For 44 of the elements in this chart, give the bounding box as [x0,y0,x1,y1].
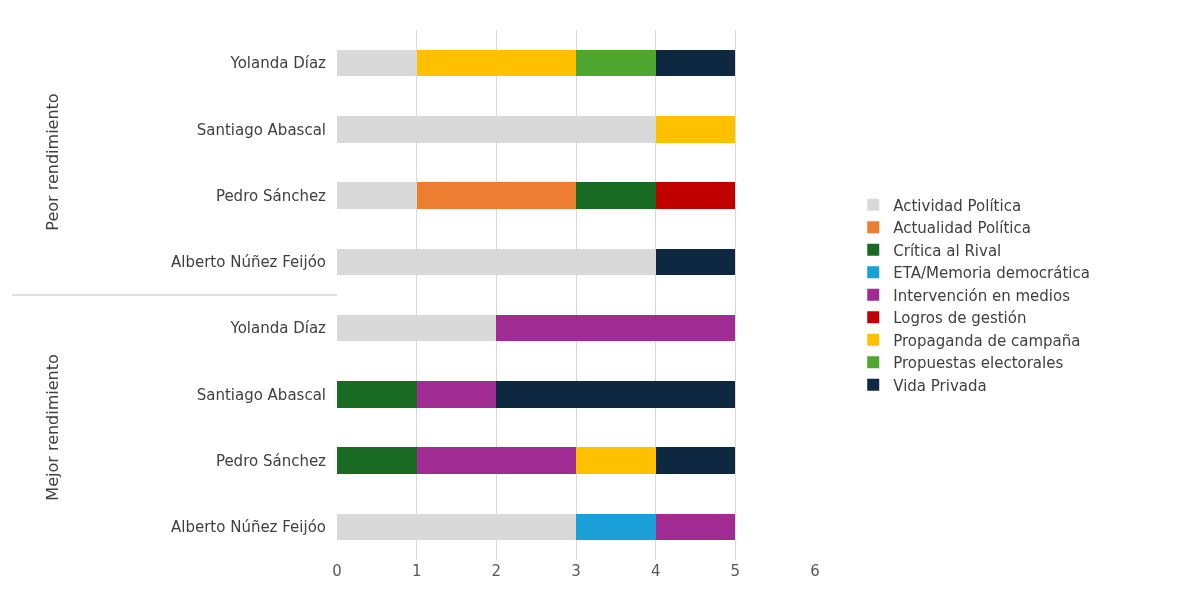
x-tick-label: 0 [332,562,342,580]
y-tick-label: Alberto Núñez Feijóo [170,518,326,537]
x-tick-label: 2 [491,562,502,580]
legend-label: Crítica al Rival [893,241,1002,260]
bar [576,513,656,541]
text: Mejor rendimiento [42,354,62,501]
x-tick-label: 5 [730,562,741,580]
bar [655,513,736,541]
y-tick-label: Alberto Núñez Feijóo [170,253,326,272]
bar [337,447,417,474]
legend-label: ETA/Memoria democrática [893,264,1090,283]
bar [416,182,576,209]
legend-label: Actividad Política [893,196,1022,215]
bar [496,381,736,408]
legend-label: Logros de gestión [893,309,1027,328]
x-tick-label: 3 [571,562,581,580]
bar [576,447,656,474]
legend-label: Actualidad Política [893,219,1031,238]
bar [655,248,736,276]
bar [337,381,417,408]
bar [416,49,576,77]
y-tick-label: Yolanda Díaz [229,319,327,338]
bar [576,182,656,209]
bar [416,447,576,474]
bar [416,381,497,408]
x-tick-label: 4 [650,562,661,580]
x-tick-label: 6 [810,562,820,580]
y-tick-label: Santiago Abascal [196,120,326,139]
x-tick-label: 1 [411,562,422,580]
y-tick-label: Yolanda Díaz [229,54,327,73]
y-tick-label: Santiago Abascal [196,385,326,404]
bar [655,182,736,209]
y-tick-label: Pedro Sánchez [215,186,327,205]
legend-label: Propuestas electorales [893,354,1064,373]
y-tick-label: Pedro Sánchez [215,451,327,470]
bar [655,49,736,77]
legend-label: Intervención en medios [893,286,1071,305]
text: Peor rendimiento [42,93,62,231]
bar [496,314,736,342]
legend-label: Propaganda de campaña [893,331,1081,350]
legend-label: Vida Privada [893,376,987,395]
bar [655,116,736,143]
bar [655,447,736,474]
bar [576,49,656,77]
